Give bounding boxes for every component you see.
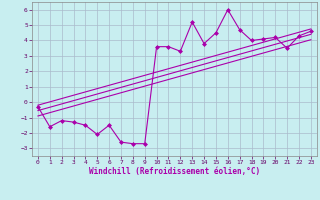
X-axis label: Windchill (Refroidissement éolien,°C): Windchill (Refroidissement éolien,°C) bbox=[89, 167, 260, 176]
